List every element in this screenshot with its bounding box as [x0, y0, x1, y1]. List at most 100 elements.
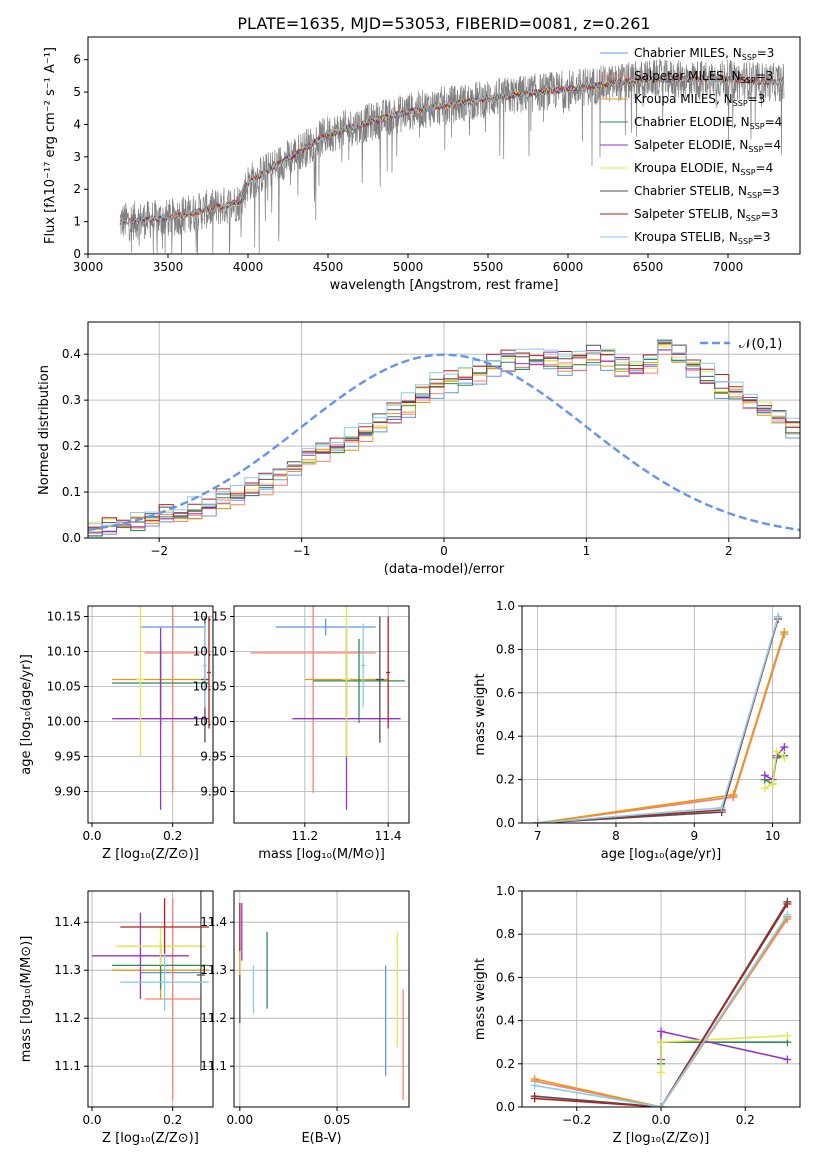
x-axis-label: wavelength [Angstrom, rest frame]: [330, 278, 559, 293]
panel-z-mass: 0.0 0.2 11.1 11.2 11.3 11.4 Z [log₁₀(Z/Z⊙)] mas…: [19, 890, 214, 1146]
weight-marker: [760, 784, 769, 793]
legend-label: Chabrier STELIB, NSSP=3: [634, 184, 780, 200]
y-tick-label: 1.0: [496, 599, 515, 613]
y-tick-label: 0.0: [496, 816, 515, 830]
panel-mass-age: 11.2 11.4 9.90 9.95 10.00 10.05 10.10 10.15 mass…: [193, 605, 410, 862]
y-axis-label: Flux [fλ10⁻¹⁷ erg cm⁻² s⁻¹ A⁻¹]: [43, 47, 58, 244]
x-tick-label: 11.4: [375, 829, 402, 843]
x-tick-label: 5000: [393, 260, 424, 274]
x-tick-label: 4500: [313, 260, 344, 274]
legend-label: Chabrier MILES, NSSP=3: [634, 46, 774, 62]
weight-line: [660, 1034, 788, 1073]
y-tick-label: 0.2: [62, 439, 81, 453]
y-tick-label: 0.4: [62, 347, 81, 361]
legend-label: Kroupa ELODIE, NSSP=4: [634, 161, 773, 177]
plot-area: [92, 891, 209, 1100]
x-axis-label: mass [log₁₀(M/M⊙)]: [258, 847, 385, 862]
plot-area: [250, 606, 405, 810]
x-tick-label: 1: [583, 544, 591, 558]
y-tick-label: 0.2: [496, 1057, 515, 1071]
y-tick-label: 0.1: [62, 485, 81, 499]
plot-area: [239, 903, 404, 1100]
x-tick-label: 7000: [713, 260, 744, 274]
x-tick-label: 4000: [233, 260, 264, 274]
x-tick-label: 10: [765, 829, 780, 843]
y-tick-label: 10.05: [193, 680, 227, 694]
x-axis-label: E(B-V): [301, 1131, 341, 1146]
y-tick-label: 9.90: [200, 785, 227, 799]
weight-marker: [783, 899, 792, 908]
y-tick-label: 11.4: [200, 915, 227, 929]
y-tick-label: 0.6: [496, 970, 515, 984]
normal-curve: [88, 353, 800, 532]
x-tick-label: −2: [150, 544, 168, 558]
x-axis-label: Z [log₁₀(Z/Z⊙)]: [102, 1131, 199, 1146]
legend-label: Chabrier ELODIE, NSSP=4: [634, 115, 782, 131]
axes-frame: [521, 605, 801, 824]
x-tick-label: 3500: [153, 260, 184, 274]
x-tick-label: 0.2: [163, 1113, 182, 1127]
x-axis-label: (data-model)/error: [384, 562, 505, 577]
x-tick-label: 5500: [473, 260, 504, 274]
y-tick-label: 2: [73, 182, 81, 196]
x-tick-label: 11.2: [291, 829, 318, 843]
x-tick-label: 0.2: [163, 829, 182, 843]
legend-label: Salpeter STELIB, NSSP=3: [634, 207, 778, 223]
weight-marker: [780, 753, 789, 762]
y-tick-label: 9.90: [54, 785, 81, 799]
x-tick-label: 0.0: [82, 829, 101, 843]
axes-frame: [87, 605, 214, 824]
legend-label: Salpeter MILES, NSSP=3: [634, 69, 773, 85]
figure-title: PLATE=1635, MJD=53053, FIBERID=0081, z=0…: [237, 14, 650, 33]
weight-marker: [530, 1081, 539, 1090]
weight-line: [764, 749, 785, 789]
weight-line: [537, 631, 786, 823]
spectrum-data-line: [119, 58, 785, 254]
y-tick-label: 0.4: [496, 1014, 515, 1028]
weight-marker: [760, 771, 769, 780]
x-tick-label: 3000: [73, 260, 104, 274]
x-tick-label: 7: [534, 829, 542, 843]
y-tick-label: 11.2: [54, 1011, 81, 1025]
weight-line: [534, 903, 789, 1107]
histogram-step: [88, 340, 800, 526]
weight-marker: [783, 910, 792, 919]
y-tick-label: 11.4: [54, 915, 81, 929]
y-axis-label: mass weight: [473, 958, 488, 1040]
y-tick-label: 10.10: [193, 645, 227, 659]
y-tick-label: 0.3: [62, 393, 81, 407]
y-tick-label: 11.2: [200, 1011, 227, 1025]
x-axis-label: Z [log₁₀(Z/Z⊙)]: [613, 1131, 710, 1146]
plot-area: [112, 606, 211, 810]
x-tick-label: −0.2: [562, 1113, 591, 1127]
spectrum-model-line: [119, 74, 784, 225]
y-tick-label: 10.00: [47, 715, 81, 729]
panel-ebv-mass: 0.00 0.05 11.1 11.2 11.3 11.4 E(B-V): [200, 890, 410, 1146]
histogram-step: [88, 349, 800, 537]
weight-line: [537, 631, 786, 823]
x-tick-label: 0: [440, 544, 448, 558]
x-tick-label: 0.0: [651, 1113, 670, 1127]
x-tick-label: 0.2: [736, 1113, 755, 1127]
axes-frame: [233, 605, 410, 824]
y-tick-label: 0: [73, 247, 81, 261]
panel-residuals: −2 −1 0 1 2 0.0 0.1 0.2 0.3 0.4 (data-model)/error…: [37, 321, 801, 577]
y-tick-label: 10.15: [47, 610, 81, 624]
y-tick-label: 11.3: [200, 963, 227, 977]
weight-marker: [717, 803, 726, 812]
legend-label: Salpeter ELODIE, NSSP=4: [634, 138, 781, 154]
y-axis-label: mass weight: [473, 673, 488, 755]
weight-line: [537, 616, 779, 823]
axes-frame: [233, 890, 410, 1108]
y-tick-label: 3: [73, 150, 81, 164]
weight-marker: [780, 743, 789, 752]
spectrum-legend: Chabrier MILES, NSSP=3 Salpeter MILES, NS…: [600, 46, 782, 246]
plot-area: [119, 58, 785, 254]
x-tick-label: 6500: [633, 260, 664, 274]
x-tick-label: 0.0: [82, 1113, 101, 1127]
y-axis-label: age [log₁₀(age/yr)]: [19, 654, 34, 775]
weight-marker: [657, 1068, 665, 1077]
y-tick-label: 10.10: [47, 645, 81, 659]
x-tick-label: 2: [725, 544, 733, 558]
weight-marker: [774, 612, 783, 621]
